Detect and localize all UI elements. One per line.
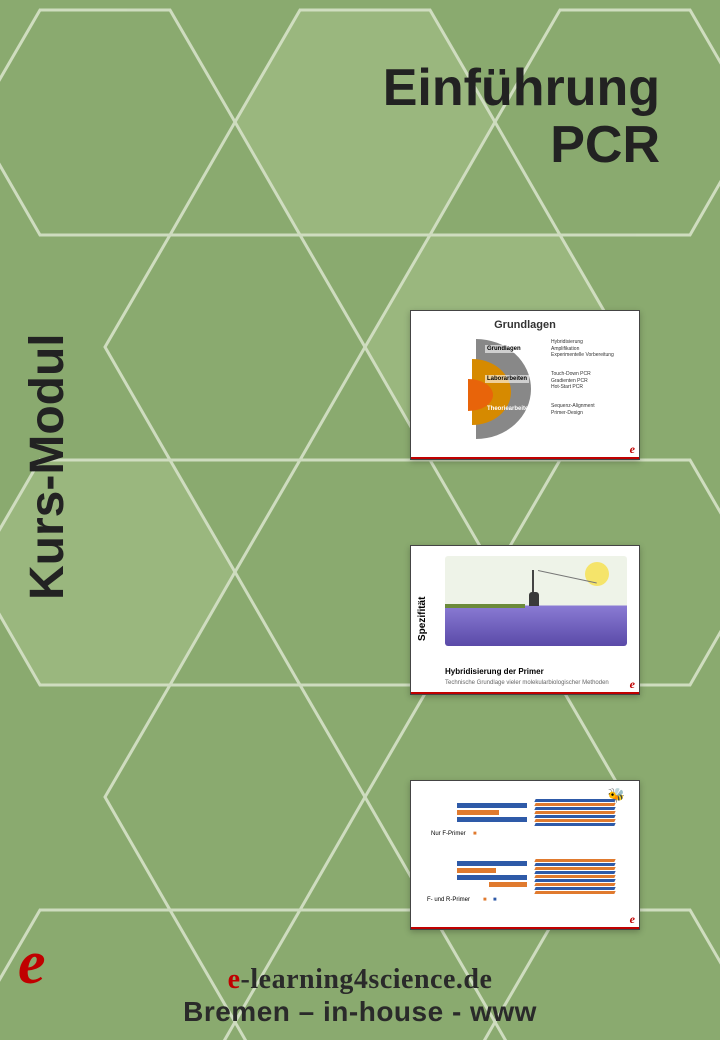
footer-line2: Bremen – in-house - www — [0, 996, 720, 1028]
footer-brand: e-learning4science.de — [0, 964, 720, 996]
thumb2-scene — [445, 556, 627, 646]
label-f-primer: Nur F-Primer — [431, 831, 466, 837]
legend-f2: ■ — [483, 897, 487, 903]
title-line2: PCR — [383, 117, 660, 174]
legend-r: ■ — [493, 897, 497, 903]
thumbnail-primer: 🐝 Nur F-Primer ■ F- und R-Primer ■ ■ — [410, 780, 640, 930]
footer-brand-red: e — [228, 964, 241, 995]
ring-label-3: Theoriearbeiten — [485, 405, 534, 413]
page-title: Einführung PCR — [383, 60, 660, 174]
b3: Touch-Down PCR — [551, 371, 591, 378]
b6: Sequenz-Alignment — [551, 403, 595, 410]
thumb2-sidelabel: Spezifität — [417, 597, 428, 641]
thumb2-caption: Hybridisierung der Primer — [445, 667, 544, 676]
thumbnail-grundlagen: Grundlagen Grundlagen Laborarbeiten Theo… — [410, 310, 640, 460]
b2: Experimentelle Vorbereitung — [551, 352, 614, 359]
ring-label-1: Grundlagen — [485, 345, 523, 353]
b7: Primer-Design — [551, 410, 595, 417]
side-label: Kurs-Modul — [20, 333, 75, 600]
thumb3-logo-e: e — [630, 912, 635, 927]
thumb1-body: Grundlagen Laborarbeiten Theoriearbeiten… — [411, 331, 639, 441]
ring-label-2: Laborarbeiten — [485, 375, 529, 383]
title-line1: Einführung — [383, 60, 660, 117]
thumbnail-spezifitaet: Spezifität Hybridisierung der Primer Tec… — [410, 545, 640, 695]
thumb2-logo-e: e — [630, 677, 635, 692]
legend-f: ■ — [473, 831, 477, 837]
thumb1-title: Grundlagen — [411, 319, 639, 331]
label-fr-primer: F- und R-Primer — [427, 897, 470, 903]
thumb2-subcaption: Technische Grundlage vieler molekularbio… — [445, 680, 609, 686]
thumb1-logo-e: e — [630, 442, 635, 457]
b5: Hot-Start PCR — [551, 384, 591, 391]
footer: e-learning4science.de Bremen – in-house … — [0, 964, 720, 1028]
footer-brand-rest: -learning4science.de — [241, 964, 493, 995]
